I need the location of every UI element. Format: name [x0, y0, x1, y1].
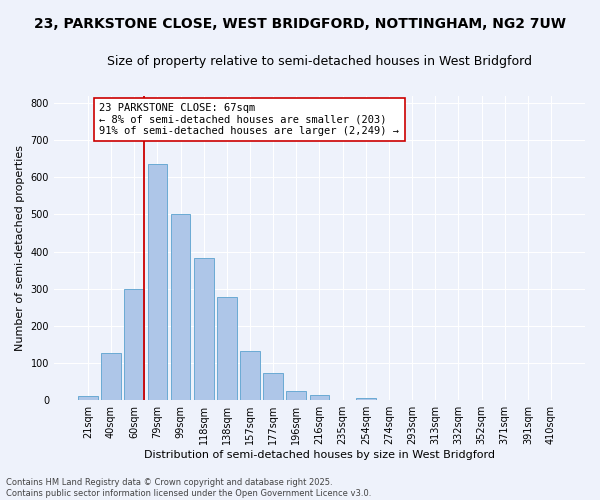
Text: 23, PARKSTONE CLOSE, WEST BRIDGFORD, NOTTINGHAM, NG2 7UW: 23, PARKSTONE CLOSE, WEST BRIDGFORD, NOT… [34, 18, 566, 32]
Bar [356, 398, 376, 400]
Text: Contains HM Land Registry data © Crown copyright and database right 2025.
Contai: Contains HM Land Registry data © Crown c… [6, 478, 371, 498]
Bar [263, 373, 283, 400]
Bar [286, 391, 306, 400]
Bar [194, 258, 214, 400]
Bar [101, 352, 121, 400]
Bar [240, 351, 260, 400]
Bar [217, 297, 236, 400]
Bar [124, 289, 144, 400]
Title: Size of property relative to semi-detached houses in West Bridgford: Size of property relative to semi-detach… [107, 55, 532, 68]
Text: 23 PARKSTONE CLOSE: 67sqm
← 8% of semi-detached houses are smaller (203)
91% of : 23 PARKSTONE CLOSE: 67sqm ← 8% of semi-d… [100, 103, 400, 136]
Bar [78, 396, 98, 400]
Bar [310, 396, 329, 400]
Bar [148, 164, 167, 400]
Y-axis label: Number of semi-detached properties: Number of semi-detached properties [15, 145, 25, 351]
Bar [170, 214, 190, 400]
X-axis label: Distribution of semi-detached houses by size in West Bridgford: Distribution of semi-detached houses by … [144, 450, 495, 460]
